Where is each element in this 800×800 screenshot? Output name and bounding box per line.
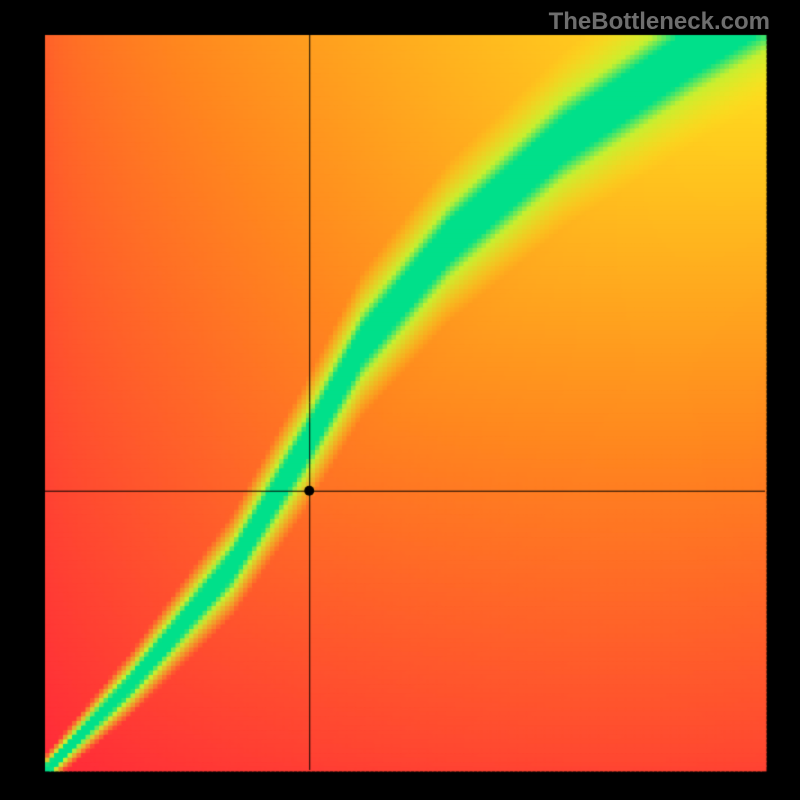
chart-container: TheBottleneck.com bbox=[0, 0, 800, 800]
watermark-text: TheBottleneck.com bbox=[549, 8, 770, 36]
heatmap-canvas bbox=[0, 0, 800, 800]
